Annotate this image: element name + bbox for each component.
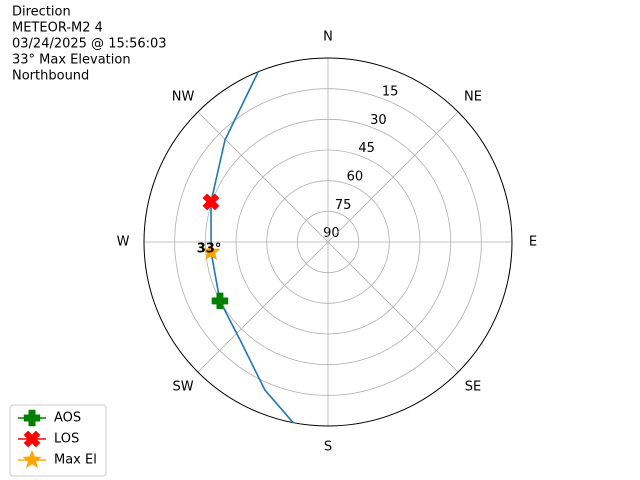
grid-spoke <box>327 241 459 373</box>
chart-title: Direction <box>12 5 71 20</box>
grid-spoke <box>197 111 329 243</box>
legend-label: Max El <box>54 453 97 468</box>
marker <box>201 241 221 261</box>
legend-label: LOS <box>54 432 79 447</box>
polar-frame <box>143 57 513 427</box>
legend-marker <box>23 409 41 427</box>
chart-subtitle: 33° Max Elevation <box>12 53 131 68</box>
y-tick-label: 75 <box>335 198 352 213</box>
grid-spoke <box>197 241 329 373</box>
marker <box>202 193 220 211</box>
x-tick-label: NW <box>172 90 195 105</box>
x-tick-label: SW <box>172 379 193 394</box>
legend-marker <box>23 430 41 448</box>
legend-marker <box>22 449 42 469</box>
x-tick-label: W <box>117 235 130 250</box>
y-tick-label: 30 <box>370 113 387 128</box>
y-tick-label: 60 <box>347 170 364 185</box>
chart-subtitle: 03/24/2025 @ 15:56:03 <box>12 37 167 52</box>
grid-spoke <box>327 111 459 243</box>
track-line <box>210 71 294 424</box>
x-tick-label: E <box>529 235 537 250</box>
x-tick-label: N <box>323 30 333 45</box>
y-tick-label: 90 <box>323 226 340 241</box>
x-tick-label: S <box>324 440 332 455</box>
annotation: 33° <box>197 242 222 257</box>
x-tick-label: NE <box>464 90 482 105</box>
x-tick-label: SE <box>465 379 481 394</box>
chart-subtitle: METEOR-M2 4 <box>12 21 103 36</box>
legend-label: AOS <box>54 411 81 426</box>
y-tick-label: 45 <box>358 141 375 156</box>
marker <box>211 292 229 310</box>
y-tick-label: 15 <box>382 85 399 100</box>
chart-subtitle: Northbound <box>12 69 89 84</box>
